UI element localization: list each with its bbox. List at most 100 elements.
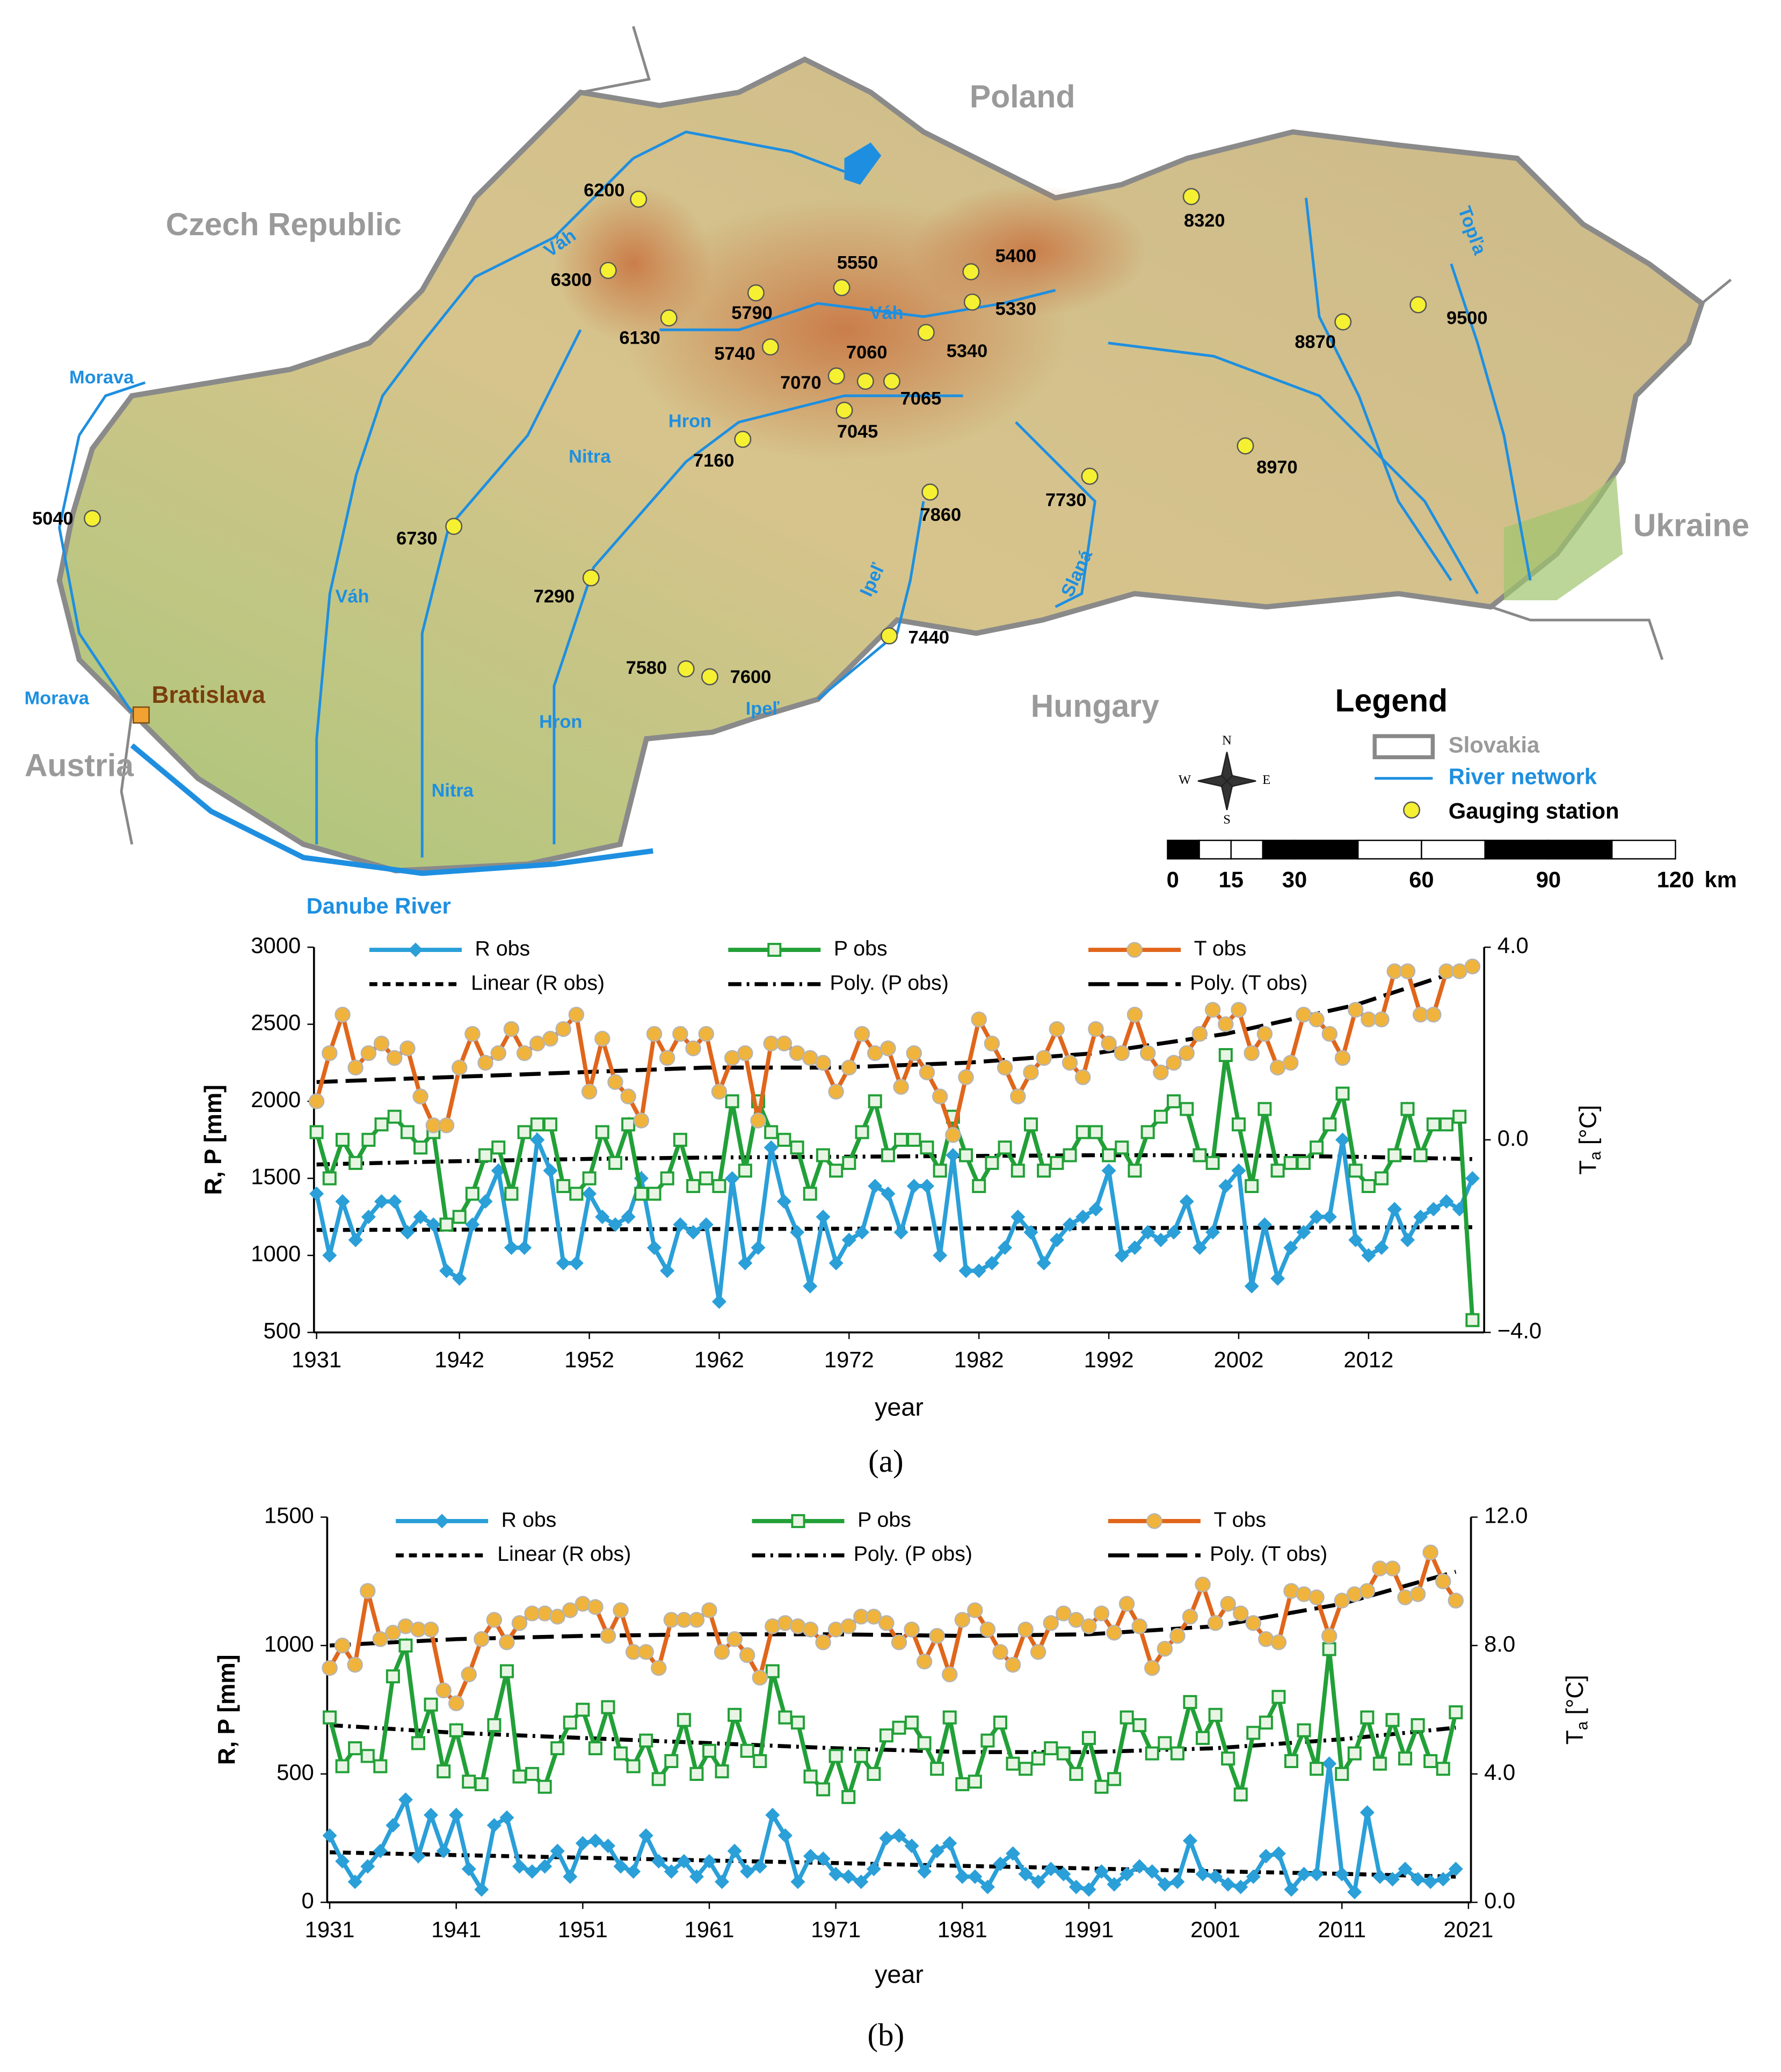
data-point <box>398 1638 413 1653</box>
legend-river: River network <box>1449 764 1597 789</box>
data-point <box>737 1045 753 1062</box>
data-point <box>958 1069 974 1086</box>
data-point <box>764 1140 779 1155</box>
data-point <box>1069 1766 1084 1781</box>
station-label: 6130 <box>619 328 660 348</box>
data-point <box>1204 1001 1221 1018</box>
legend-icon-station <box>1403 801 1420 819</box>
gauging-station <box>833 279 850 296</box>
data-point <box>1231 1163 1246 1178</box>
scale-label: 30 <box>1282 867 1307 892</box>
data-point <box>1426 1202 1441 1217</box>
data-point <box>765 1664 780 1678</box>
data-point <box>491 1163 506 1178</box>
data-point <box>685 1040 701 1057</box>
data-point <box>647 1240 662 1255</box>
data-point <box>776 1194 791 1209</box>
data-point <box>854 1026 870 1042</box>
data-point <box>525 1864 540 1879</box>
data-point <box>385 1625 401 1641</box>
data-point <box>607 1074 623 1090</box>
data-point <box>1271 1690 1286 1704</box>
data-point <box>387 1050 403 1066</box>
data-point <box>1347 1746 1362 1761</box>
data-point <box>322 1045 338 1062</box>
gauging-station <box>599 261 617 279</box>
data-point <box>1049 1232 1064 1247</box>
gauging-station <box>660 309 678 327</box>
data-point <box>1011 1209 1026 1224</box>
data-point <box>906 1179 921 1194</box>
data-point <box>1030 1644 1046 1660</box>
scale-label: 90 <box>1536 867 1561 892</box>
data-point <box>439 1217 454 1232</box>
data-point <box>803 1187 817 1201</box>
data-point <box>842 1155 856 1170</box>
data-point <box>569 1255 584 1270</box>
data-point <box>841 1232 856 1247</box>
data-point <box>828 1866 844 1881</box>
data-point <box>1348 1232 1363 1247</box>
data-point <box>1465 1171 1480 1186</box>
data-point <box>702 1743 717 1758</box>
station-label: 7160 <box>693 450 734 471</box>
data-point <box>386 1818 401 1833</box>
data-point <box>1439 1194 1454 1209</box>
data-point <box>1006 1846 1021 1861</box>
data-point <box>530 1132 545 1147</box>
river-label: Hron <box>539 712 582 732</box>
data-point <box>968 1775 982 1789</box>
data-point <box>1127 1240 1143 1255</box>
data-point <box>916 1653 933 1670</box>
data-point <box>1284 1754 1298 1768</box>
data-point <box>360 1749 375 1763</box>
data-point <box>347 1059 364 1076</box>
data-point <box>954 1612 971 1628</box>
y2-tick-label: 0.0 <box>1484 1888 1515 1913</box>
data-point <box>971 1263 986 1278</box>
y2-axis-title: Ta [°C] <box>1575 1105 1604 1175</box>
data-point <box>1205 1155 1220 1170</box>
caption: (a) <box>868 1443 903 1479</box>
data-point <box>997 1059 1013 1076</box>
data-point <box>600 1838 615 1853</box>
data-point <box>941 1666 958 1683</box>
data-point <box>1102 1148 1116 1162</box>
data-point <box>907 1132 921 1147</box>
gauging-station <box>445 518 463 535</box>
data-point <box>1170 1746 1184 1761</box>
data-point <box>639 1733 653 1748</box>
data-point <box>334 1637 351 1654</box>
data-point <box>764 1125 779 1139</box>
x-tick-label: 1952 <box>564 1347 614 1372</box>
data-point <box>725 1094 739 1109</box>
data-point <box>1334 1593 1350 1609</box>
data-point <box>1360 1805 1375 1820</box>
station-label: 7730 <box>1045 490 1086 511</box>
data-point <box>1422 1544 1438 1561</box>
station-label: 7045 <box>837 421 878 442</box>
data-point <box>803 1278 818 1294</box>
data-point <box>1056 1866 1071 1881</box>
data-point <box>542 1030 558 1047</box>
station-label: 5740 <box>714 344 755 364</box>
scale-segment <box>1357 839 1422 860</box>
data-point <box>750 1113 766 1129</box>
data-point <box>738 1255 753 1270</box>
data-point <box>530 1117 544 1132</box>
data-point <box>1146 1513 1162 1529</box>
data-point <box>929 1628 945 1644</box>
river-label: Morava <box>24 688 89 708</box>
data-point <box>1074 1069 1091 1086</box>
data-point <box>608 1217 623 1232</box>
data-point <box>1153 1232 1168 1247</box>
data-point <box>1191 1026 1208 1042</box>
data-point <box>335 1194 350 1209</box>
data-point <box>1283 1240 1298 1255</box>
data-point <box>1347 1001 1364 1018</box>
data-point <box>1126 1006 1143 1023</box>
data-point <box>322 1828 337 1843</box>
gauging-station <box>827 367 845 385</box>
data-point <box>550 1741 565 1756</box>
gauging-station <box>962 263 980 281</box>
